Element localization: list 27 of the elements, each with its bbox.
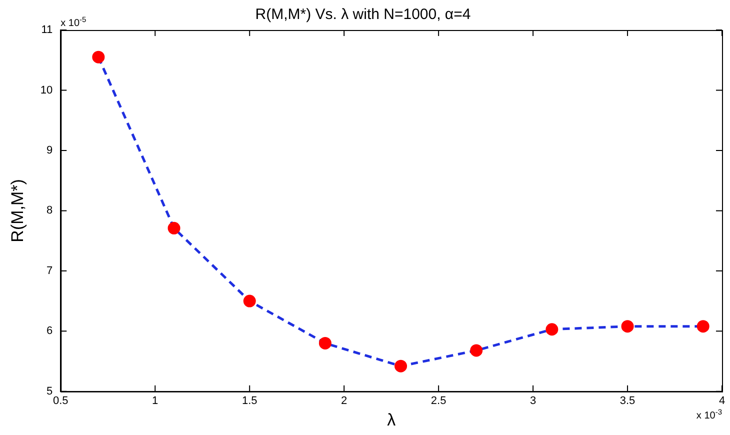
y-axis-title: R(M,M*) xyxy=(8,179,27,242)
point xyxy=(243,294,256,308)
point xyxy=(318,336,332,350)
y-tick-label: 9 xyxy=(46,144,53,156)
x-tick-label: 4 xyxy=(718,395,726,408)
y-tick-label: 6 xyxy=(46,325,53,338)
point xyxy=(394,360,408,372)
point xyxy=(470,344,483,357)
point xyxy=(92,50,105,64)
x-tick-label: 3.5 xyxy=(620,395,636,408)
y-tick-label: 11 xyxy=(41,24,53,36)
x-tick-label: 1.5 xyxy=(242,395,258,408)
point xyxy=(696,320,710,333)
y-tick-label: 10 xyxy=(40,84,53,96)
x-tick-label: 3 xyxy=(530,395,536,408)
x-tick-label: 2 xyxy=(341,395,348,408)
chart-title: R(M,M*) Vs. λ with N=1000, α=4 xyxy=(255,6,471,24)
y-tick-label: 7 xyxy=(46,264,53,277)
x-tick-label: 1 xyxy=(152,395,158,408)
x-axis-title: λ xyxy=(387,410,396,430)
point xyxy=(621,320,634,333)
point xyxy=(168,222,180,234)
x-tick-label: 2.5 xyxy=(430,395,446,408)
x-tick-label: 0.5 xyxy=(52,395,68,408)
point xyxy=(546,323,558,336)
y-tick-label: 5 xyxy=(46,385,53,398)
y-tick-label: 8 xyxy=(46,204,53,217)
